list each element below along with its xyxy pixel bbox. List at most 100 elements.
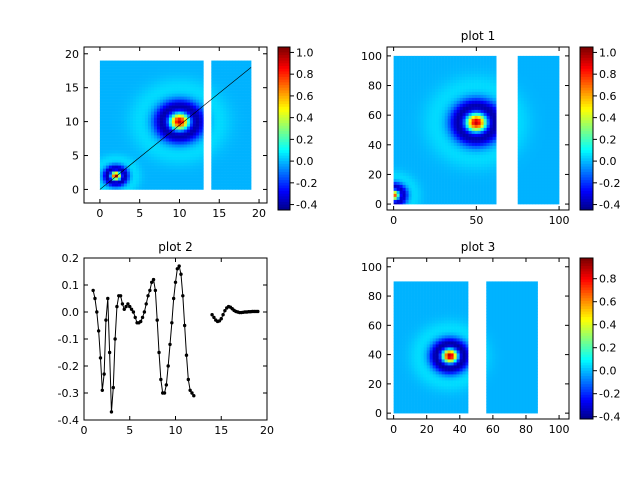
heatmap-cell <box>177 171 182 175</box>
heatmap-cell <box>226 93 230 97</box>
heatmap-cell <box>520 196 525 201</box>
heatmap-cell <box>114 123 119 127</box>
heatmap-cell <box>471 106 475 111</box>
heatmap-cell <box>99 78 104 82</box>
heatmap-cell <box>517 121 522 126</box>
heatmap-cell <box>420 175 424 180</box>
heatmap-cell <box>159 87 164 91</box>
heatmap-cell <box>526 127 531 132</box>
heatmap-cell <box>414 73 418 78</box>
heatmap-cell <box>393 79 397 84</box>
heatmap-cell <box>180 153 185 157</box>
heatmap-cell <box>492 103 496 108</box>
data-point <box>120 302 125 306</box>
heatmap-cell <box>432 287 436 291</box>
heatmap-cell <box>396 151 400 156</box>
heatmap-cell <box>111 75 116 79</box>
heatmap-cell <box>426 106 430 111</box>
heatmap-cell <box>156 156 161 160</box>
heatmap-cell <box>183 87 188 91</box>
heatmap-cell <box>444 145 448 150</box>
heatmap-cell <box>120 60 125 64</box>
heatmap-cell <box>226 114 230 118</box>
heatmap-cell <box>111 174 116 178</box>
heatmap-cell <box>241 96 245 100</box>
heatmap-cell <box>159 168 164 172</box>
colorbar-segment <box>278 112 290 116</box>
heatmap-cell <box>523 172 528 177</box>
heatmap-cell <box>459 172 463 177</box>
heatmap-cell <box>235 138 239 142</box>
heatmap-cell <box>214 63 218 67</box>
heatmap-cell <box>547 160 552 165</box>
heatmap-cell <box>532 133 537 138</box>
heatmap-cell <box>114 156 119 160</box>
heatmap-cell <box>159 105 164 109</box>
heatmap-cell <box>198 66 203 70</box>
heatmap-cell <box>468 154 472 159</box>
data-point <box>133 315 137 320</box>
heatmap-cell <box>468 61 472 66</box>
heatmap-cell <box>214 114 218 118</box>
heatmap-cell <box>556 130 560 135</box>
heatmap-cell <box>201 177 204 181</box>
heatmap-cell <box>135 120 140 124</box>
heatmap-cell <box>153 78 158 82</box>
heatmap-cell <box>168 102 173 106</box>
heatmap-cell <box>223 72 227 76</box>
heatmap-cell <box>217 84 221 88</box>
heatmap-cell <box>465 109 469 114</box>
heatmap-cell <box>147 153 152 157</box>
heatmap-cell <box>453 118 457 123</box>
heatmap-cell <box>414 127 418 132</box>
heatmap-cell <box>541 85 546 90</box>
heatmap-cell <box>138 120 143 124</box>
heatmap-cell <box>147 123 152 127</box>
heatmap-cell <box>408 202 412 205</box>
heatmap-cell <box>414 136 418 141</box>
heatmap-cell <box>135 108 140 112</box>
heatmap-cell <box>408 178 412 183</box>
heatmap-cell <box>417 284 421 288</box>
heatmap-cell <box>468 88 472 93</box>
colorbar-segment <box>580 66 593 70</box>
heatmap-cell <box>171 69 176 73</box>
heatmap-cell <box>556 139 560 144</box>
heatmap-cell <box>201 87 204 91</box>
heatmap-cell <box>420 181 424 186</box>
heatmap-cell <box>471 139 475 144</box>
heatmap-cell <box>420 154 424 159</box>
data-point <box>131 310 136 314</box>
heatmap-cell <box>105 183 110 187</box>
heatmap-cell <box>241 69 245 73</box>
heatmap-cell <box>456 166 460 171</box>
heatmap-cell <box>453 58 457 63</box>
heatmap-cell <box>177 102 182 106</box>
heatmap-cell <box>468 151 472 156</box>
heatmap-cell <box>108 150 113 154</box>
x-tick-label: 20 <box>252 207 266 220</box>
heatmap-cell <box>123 81 128 85</box>
heatmap-cell <box>217 63 221 67</box>
heatmap-cell <box>453 70 457 75</box>
heatmap-cell <box>138 60 143 64</box>
heatmap-cell <box>450 157 454 162</box>
heatmap-cell <box>402 97 406 102</box>
heatmap-cell <box>426 181 430 186</box>
heatmap-cell <box>462 178 466 183</box>
heatmap-cell <box>183 144 188 148</box>
heatmap-cell <box>486 91 490 96</box>
heatmap-cell <box>223 99 227 103</box>
colorbar-frame <box>277 46 291 211</box>
heatmap-cell <box>474 190 478 195</box>
heatmap-cell <box>114 159 119 163</box>
heatmap-cell <box>538 196 543 201</box>
colorbar-segment <box>580 125 593 129</box>
heatmap-cell <box>405 145 409 150</box>
heatmap-cell <box>447 85 451 90</box>
heatmap-cell <box>495 172 497 177</box>
heatmap-cell <box>232 93 236 97</box>
heatmap-cell <box>141 120 146 124</box>
heatmap-cell <box>492 181 496 186</box>
